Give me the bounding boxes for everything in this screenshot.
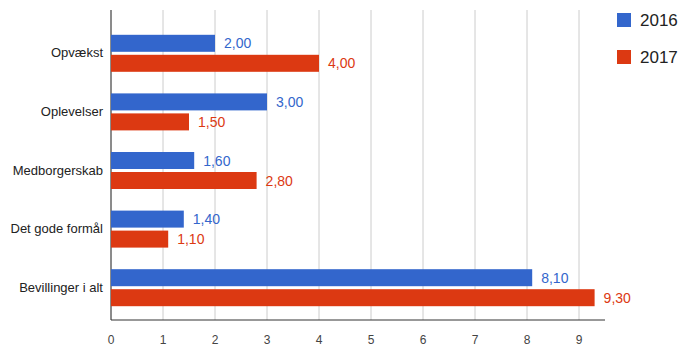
data-label: 1,50 [198, 114, 225, 130]
chart-container: 0 1 2 3 4 5 6 7 8 9 Opvækst 2,00 4,00 Oplevelser 3,00 1… [0, 0, 696, 362]
legend-swatch [617, 13, 631, 27]
tick-label: 0 [108, 333, 115, 347]
chart-svg: 0 1 2 3 4 5 6 7 8 9 Opvækst 2,00 4,00 Oplevelser 3,00 1… [0, 0, 696, 362]
bar [111, 93, 267, 110]
bar [111, 55, 319, 72]
data-label: 3,00 [276, 94, 303, 110]
bar [111, 152, 194, 169]
tick-label: 5 [368, 333, 375, 347]
category-label: Opvækst [51, 45, 103, 60]
tick-label: 3 [264, 333, 271, 347]
tick-label: 6 [420, 333, 427, 347]
data-label: 9,30 [604, 290, 631, 306]
tick-label: 1 [160, 333, 167, 347]
data-label: 4,00 [328, 55, 355, 71]
data-label: 8,10 [541, 270, 568, 286]
x-axis-line [111, 320, 605, 321]
bar [111, 35, 215, 52]
bar [111, 172, 257, 189]
tick-label: 4 [316, 333, 323, 347]
tick-label: 8 [524, 333, 531, 347]
legend-label: 2017 [640, 48, 678, 67]
bar [111, 113, 189, 130]
data-label: 1,40 [193, 211, 220, 227]
data-label: 2,00 [224, 35, 251, 51]
data-label: 1,10 [177, 231, 204, 247]
legend-label: 2016 [640, 11, 678, 30]
category-label: Medborgerskab [13, 163, 103, 178]
tick-label: 7 [472, 333, 479, 347]
legend-swatch [617, 50, 631, 64]
tick-label: 2 [212, 333, 219, 347]
category-label: Det gode formål [11, 221, 104, 236]
data-label: 2,80 [266, 173, 293, 189]
bar [111, 231, 168, 248]
bar [111, 289, 595, 306]
bars [111, 35, 595, 306]
tick-label: 9 [576, 333, 583, 347]
category-label: Oplevelser [41, 104, 104, 119]
grid-line [579, 10, 580, 320]
bar [111, 211, 184, 228]
bar [111, 269, 532, 286]
category-label: Bevillinger i alt [19, 280, 103, 295]
data-label: 1,60 [203, 153, 230, 169]
